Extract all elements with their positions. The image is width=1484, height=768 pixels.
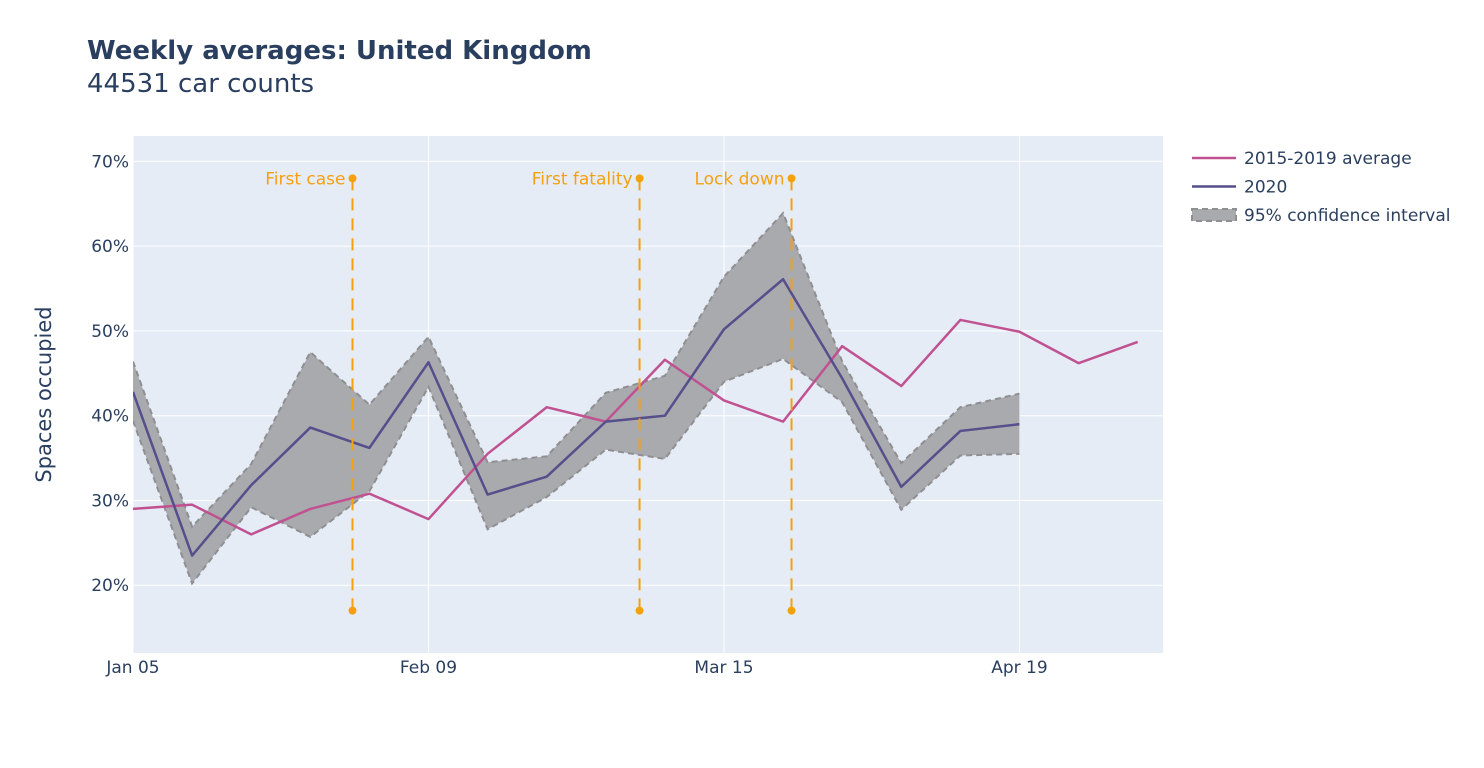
y-axis-title: Spaces occupied xyxy=(32,306,56,482)
x-tick-label: Jan 05 xyxy=(105,658,159,678)
event-marker-bottom xyxy=(787,606,796,615)
y-tick-label: 50% xyxy=(91,322,129,342)
y-tick-label: 40% xyxy=(91,407,129,427)
event-label: First case xyxy=(265,169,345,189)
ci-upper-edge xyxy=(133,211,1020,529)
event-marker-top xyxy=(635,174,644,183)
event-marker-top xyxy=(787,174,796,183)
series-line-average xyxy=(133,318,1139,536)
legend-label: 2015-2019 average xyxy=(1244,149,1412,169)
x-tick-label: Feb 09 xyxy=(400,658,457,678)
legend-label: 95% confidence interval xyxy=(1244,206,1450,226)
y-tick-label: 60% xyxy=(91,237,129,257)
event-label: First fatality xyxy=(532,169,633,189)
event-label: Lock down xyxy=(694,169,784,189)
legend: 2015-2019 average 2020 95% confidence inte… xyxy=(1191,149,1450,226)
event-marker-bottom xyxy=(348,606,357,615)
x-tick-label: Apr 19 xyxy=(991,658,1047,678)
y-tick-label: 70% xyxy=(91,152,129,172)
event-marker-top xyxy=(348,174,357,183)
series-line-2020 xyxy=(133,277,1020,557)
y-tick-label: 30% xyxy=(91,491,129,511)
chart-title-block: Weekly averages: United Kingdom 44531 ca… xyxy=(87,34,592,100)
x-tick-label: Mar 15 xyxy=(694,658,753,678)
chart-subtitle: 44531 car counts xyxy=(87,69,315,99)
event-marker-bottom xyxy=(635,606,644,615)
plot-content: First case First fatality Lock down xyxy=(133,169,1139,615)
chart-title: Weekly averages: United Kingdom xyxy=(87,36,592,66)
legend-label: 2020 xyxy=(1244,178,1287,198)
y-tick-label: 20% xyxy=(91,576,129,596)
legend-swatch xyxy=(1191,208,1237,222)
